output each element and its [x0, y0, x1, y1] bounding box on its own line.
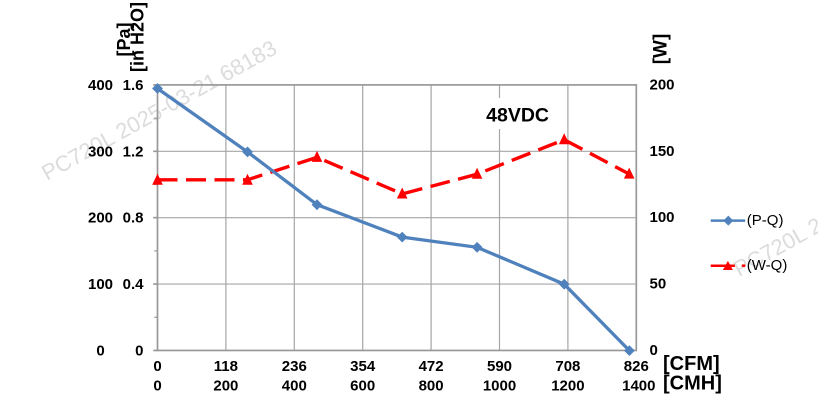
svg-text:236: 236: [282, 358, 307, 375]
svg-text:(W-Q): (W-Q): [747, 257, 788, 274]
svg-text:590: 590: [487, 358, 512, 375]
svg-text:200: 200: [88, 210, 113, 227]
svg-text:50: 50: [650, 276, 667, 293]
svg-text:200: 200: [213, 378, 238, 395]
svg-text:118: 118: [214, 358, 238, 375]
svg-text:48VDC: 48VDC: [486, 104, 549, 126]
svg-text:0: 0: [650, 342, 658, 359]
svg-text:[Pa]: [Pa]: [114, 22, 134, 56]
svg-text:600: 600: [350, 378, 375, 395]
svg-text:1200: 1200: [551, 378, 584, 395]
svg-text:150: 150: [650, 143, 675, 160]
svg-text:[CMH]: [CMH]: [663, 373, 722, 395]
svg-text:0: 0: [96, 343, 104, 360]
svg-text:[CFM]: [CFM]: [663, 353, 720, 375]
svg-text:[W]: [W]: [651, 34, 672, 65]
svg-text:400: 400: [88, 77, 113, 94]
svg-text:1.6: 1.6: [123, 77, 144, 94]
svg-text:100: 100: [650, 209, 675, 226]
svg-text:472: 472: [419, 358, 444, 375]
svg-text:100: 100: [88, 276, 113, 293]
svg-text:826: 826: [624, 358, 649, 375]
svg-text:0.4: 0.4: [123, 276, 145, 293]
svg-text:708: 708: [555, 358, 580, 375]
svg-text:(P-Q): (P-Q): [747, 212, 784, 229]
svg-text:1000: 1000: [483, 378, 516, 395]
svg-text:0: 0: [153, 358, 161, 375]
svg-text:0: 0: [135, 343, 143, 360]
svg-text:354: 354: [350, 358, 376, 375]
svg-text:800: 800: [419, 378, 444, 395]
svg-text:0.8: 0.8: [123, 210, 144, 227]
svg-text:[in H2O]: [in H2O]: [128, 2, 148, 72]
svg-text:200: 200: [650, 76, 675, 93]
svg-text:0: 0: [153, 378, 161, 395]
svg-text:400: 400: [282, 378, 307, 395]
svg-text:1.2: 1.2: [123, 143, 144, 160]
svg-text:1400: 1400: [622, 378, 655, 395]
svg-text:300: 300: [88, 143, 113, 160]
